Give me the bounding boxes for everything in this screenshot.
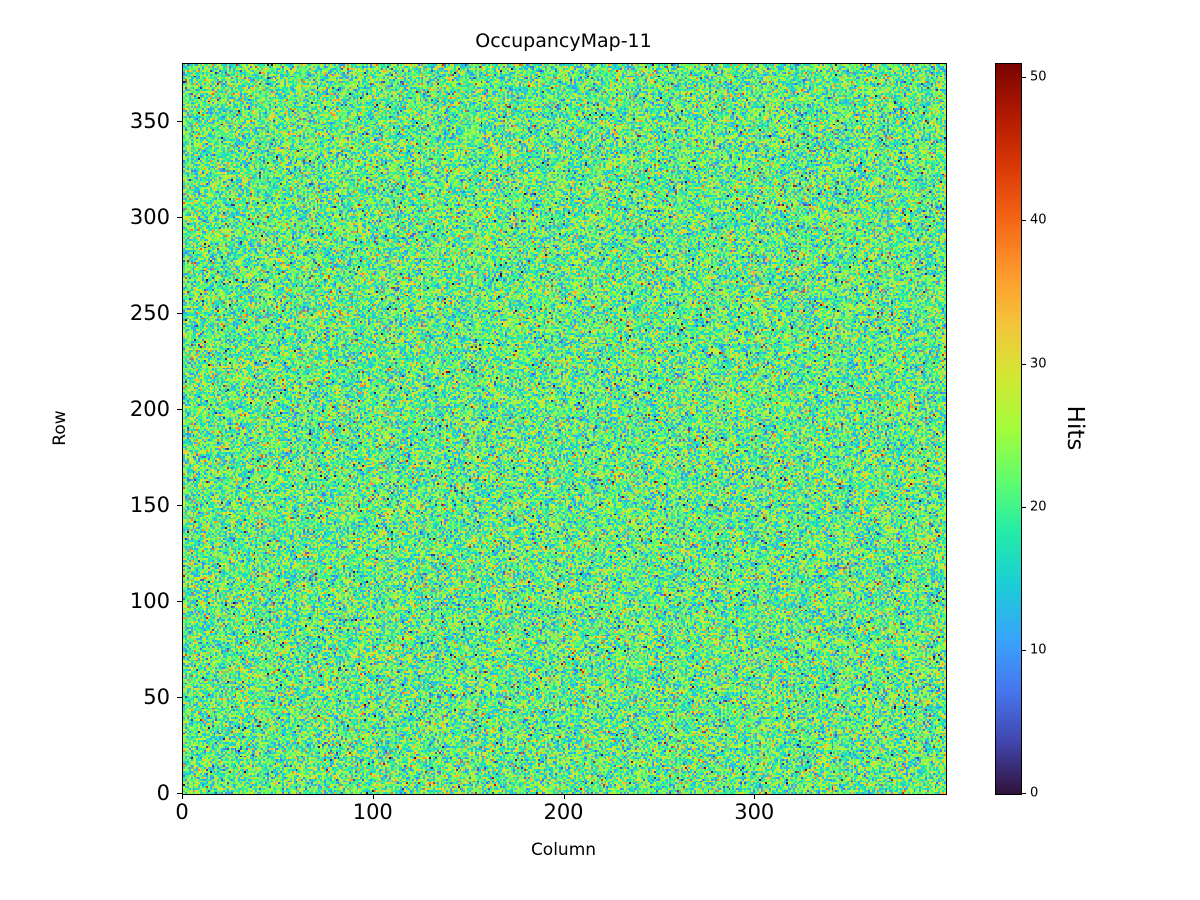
plot-title: OccupancyMap-11 [475, 30, 652, 52]
x-tick-label: 100 [352, 800, 393, 824]
colorbar-tick-label: 40 [1030, 212, 1047, 228]
colorbar-tick-mark [1021, 506, 1026, 508]
colorbar-tick-mark [1021, 793, 1026, 794]
x-axis-label: Column [530, 840, 597, 860]
y-tick-mark [177, 216, 182, 218]
y-tick-mark [177, 312, 182, 314]
colorbar-tick-label: 0 [1030, 785, 1039, 801]
x-tick-label: 200 [543, 800, 584, 824]
colorbar-tick-label: 30 [1030, 356, 1047, 372]
y-tick-label: 350 [129, 108, 170, 133]
x-tick-mark [754, 794, 756, 799]
y-tick-mark [177, 408, 182, 410]
colorbar-tick-mark [1021, 649, 1026, 651]
x-tick-label: 300 [734, 800, 775, 824]
y-tick-label: 200 [129, 396, 170, 421]
heatmap-canvas [183, 64, 946, 794]
y-tick-mark [177, 504, 182, 506]
y-tick-mark [177, 600, 182, 602]
x-tick-mark [372, 794, 374, 799]
y-tick-label: 250 [129, 300, 170, 325]
y-tick-label: 150 [129, 492, 170, 517]
colorbar [995, 63, 1022, 795]
colorbar-tick-label: 20 [1030, 499, 1047, 515]
y-axis-label: Row [50, 410, 70, 446]
colorbar-label: Hits [1062, 405, 1088, 451]
colorbar-tick-label: 10 [1030, 642, 1047, 658]
x-tick-mark [182, 794, 183, 799]
x-tick-mark [563, 794, 565, 799]
colorbar-tick-mark [1021, 77, 1026, 79]
y-tick-label: 0 [156, 781, 170, 805]
colorbar-tick-mark [1021, 363, 1026, 365]
y-tick-label: 50 [143, 684, 170, 709]
y-tick-label: 100 [129, 588, 170, 613]
colorbar-tick-mark [1021, 220, 1026, 222]
heatmap-plot-area [182, 63, 947, 795]
colorbar-tick-label: 50 [1030, 69, 1047, 85]
y-tick-mark [177, 793, 182, 794]
y-tick-mark [177, 696, 182, 698]
y-tick-mark [177, 120, 182, 122]
x-tick-label: 0 [175, 800, 189, 824]
y-tick-label: 300 [129, 204, 170, 229]
